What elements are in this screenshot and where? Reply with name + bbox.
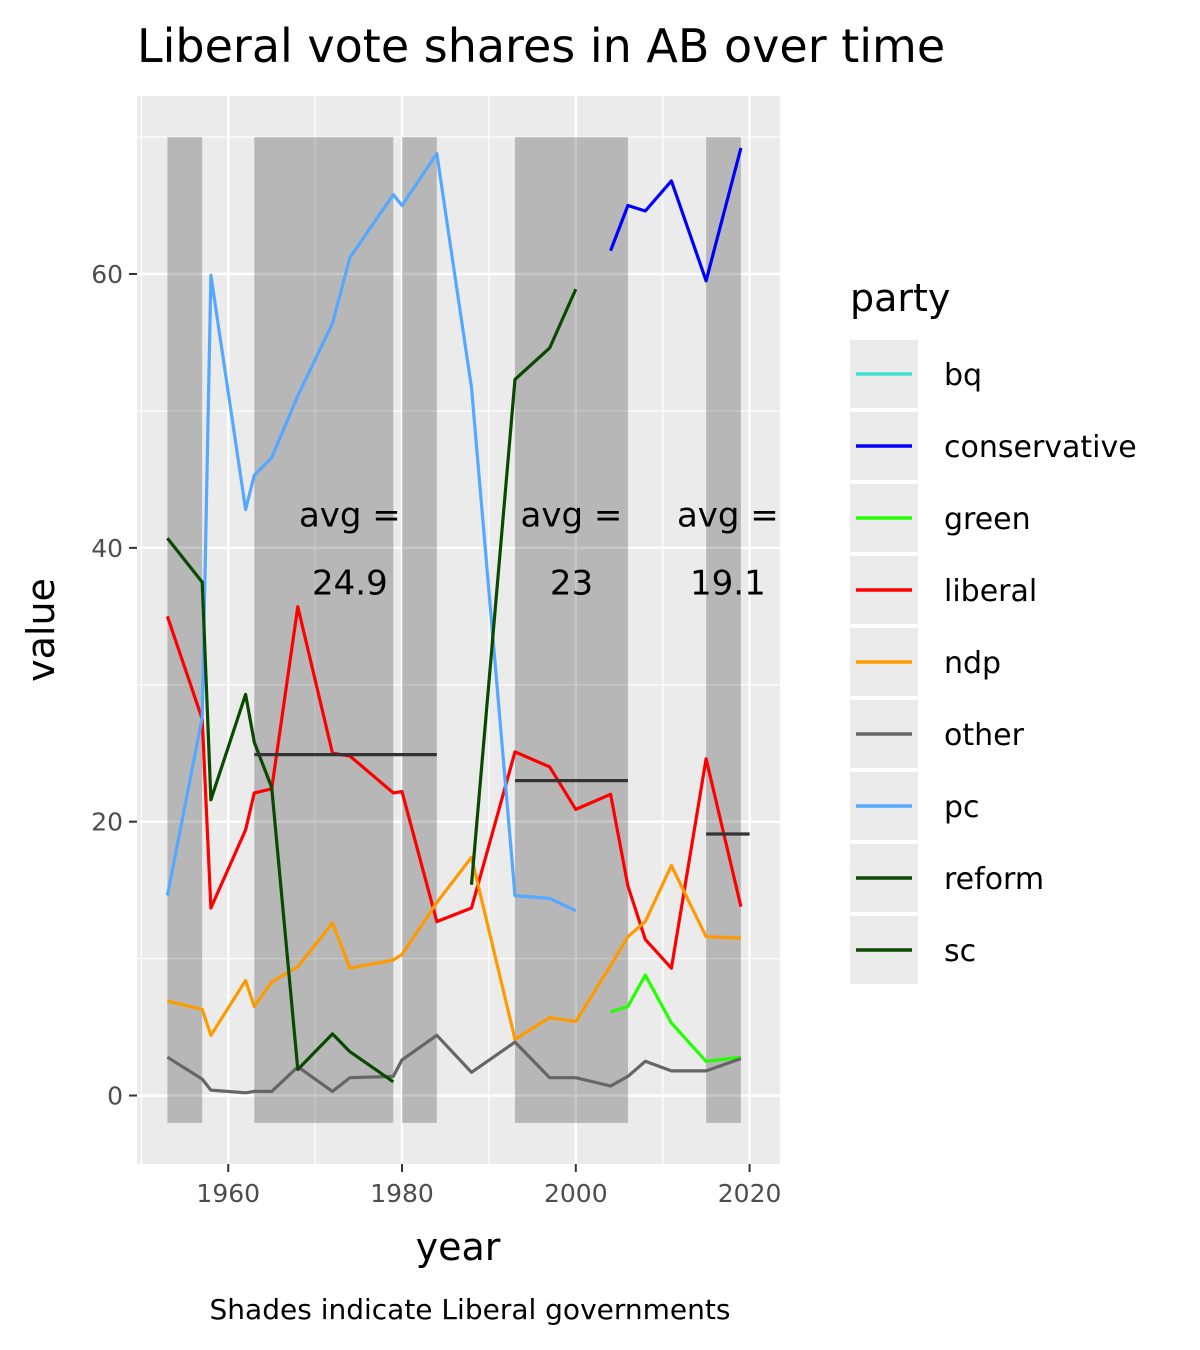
series-line-reform	[469, 288, 578, 885]
liberal-government-shade	[514, 137, 628, 1123]
series-lines	[165, 147, 743, 1095]
y-tick-label: 40	[91, 534, 123, 563]
average-label-value: 23	[550, 563, 593, 603]
legend-label-ndp: ndp	[944, 646, 1001, 681]
chart-title: Liberal vote shares in AB over time	[137, 19, 945, 73]
x-tick-label: 1980	[370, 1179, 434, 1208]
legend-title: party	[850, 276, 950, 320]
average-lines: avg = 24.9 avg = 23 avg = 19.1	[254, 495, 779, 836]
x-axis-title: year	[416, 1225, 501, 1269]
average-label-line1: avg =	[677, 495, 779, 535]
axis-ticks: 1960 1980 2000 2020 0 20 40 60	[91, 260, 781, 1208]
x-tick-label: 1960	[196, 1179, 260, 1208]
series-line-liberal	[165, 605, 743, 970]
y-tick-label: 0	[107, 1082, 123, 1111]
liberal-government-shade	[254, 137, 394, 1123]
legend: party bq conservative green liberal ndp other…	[850, 276, 1137, 984]
average-label-line1: avg =	[299, 495, 401, 535]
chart-caption: Shades indicate Liberal governments	[210, 1293, 731, 1326]
grid	[137, 96, 838, 1164]
series-line-sc	[166, 537, 395, 1084]
y-tick-label: 60	[91, 260, 123, 289]
x-tick-label: 2000	[544, 1179, 608, 1208]
average-label-value: 19.1	[690, 563, 766, 603]
legend-label-reform: reform	[944, 862, 1044, 897]
average-label-line1: avg =	[521, 495, 623, 535]
y-tick-label: 20	[91, 808, 123, 837]
series-line-ndp	[167, 855, 741, 1041]
plot-panel	[137, 96, 780, 1164]
legend-label-other: other	[944, 718, 1025, 753]
legend-label-liberal: liberal	[944, 574, 1037, 609]
legend-label-pc: pc	[944, 790, 980, 825]
series-line-green	[610, 973, 742, 1063]
series-line-conservative	[609, 147, 743, 283]
liberal-government-shade	[706, 137, 741, 1123]
legend-label-conservative: conservative	[944, 430, 1137, 465]
liberal-government-shade	[402, 137, 437, 1123]
average-label-value: 24.9	[312, 563, 388, 603]
series-line-other	[166, 1033, 742, 1095]
legend-label-green: green	[944, 502, 1031, 537]
legend-label-bq: bq	[944, 358, 982, 393]
y-axis-title: value	[19, 578, 63, 682]
x-tick-label: 2020	[718, 1179, 782, 1208]
legend-label-sc: sc	[944, 934, 976, 969]
